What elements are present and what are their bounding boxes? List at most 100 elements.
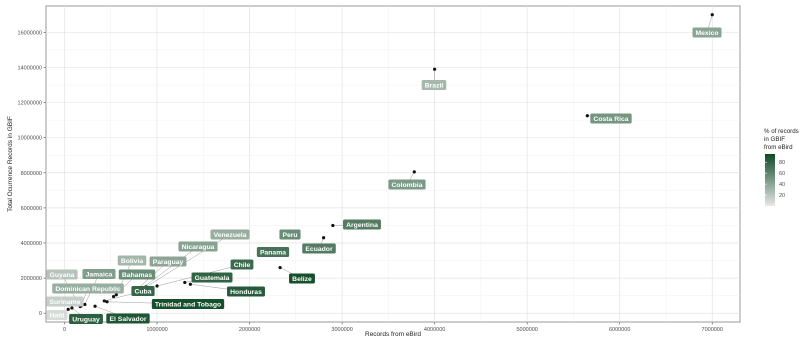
- x-tick-label: 5000000: [516, 327, 537, 333]
- label-text-nicaragua: Nicaragua: [182, 244, 215, 251]
- x-tick-label: 6000000: [609, 327, 630, 333]
- point-bolivia: [114, 293, 118, 297]
- point-uruguay: [70, 306, 74, 310]
- label-text-ecuador: Ecuador: [305, 246, 333, 253]
- label-box-chile: [230, 259, 254, 270]
- legend-colorbar: [765, 154, 775, 206]
- legend-tick-label: 80: [779, 160, 785, 166]
- point-chile: [155, 284, 159, 288]
- label-box-haiti: [46, 310, 68, 320]
- legend-tick-label: 40: [779, 182, 785, 188]
- label-paraguay: Paraguay: [149, 256, 187, 267]
- label-honduras: Honduras: [227, 286, 265, 297]
- label-text-costa-rica: Costa Rica: [593, 116, 628, 123]
- label-text-chile: Chile: [234, 262, 251, 269]
- point-honduras: [188, 282, 192, 286]
- label-bahamas: Bahamas: [118, 269, 156, 280]
- point-mexico: [710, 13, 714, 17]
- label-box-belize: [289, 273, 315, 284]
- leader-line-nicaragua: [140, 246, 199, 290]
- label-jamaica: Jamaica: [82, 269, 116, 279]
- label-haiti: Haiti: [46, 310, 68, 320]
- label-box-bahamas: [118, 269, 156, 280]
- x-tick-label: 1000000: [146, 327, 167, 333]
- label-text-brazil: Brazil: [425, 82, 444, 89]
- label-box-bolivia: [117, 255, 147, 266]
- label-text-colombia: Colombia: [392, 182, 423, 189]
- label-box-honduras: [227, 286, 265, 297]
- point-colombia: [412, 170, 416, 174]
- label-text-bolivia: Bolivia: [121, 258, 144, 265]
- y-tick-label: 0: [39, 311, 42, 317]
- x-tick-label: 7000000: [702, 327, 723, 333]
- label-text-guatemala: Guatemala: [195, 275, 230, 282]
- plot-panel: [45, 5, 741, 323]
- point-belize: [278, 265, 282, 270]
- label-guyana: Guyana: [46, 269, 78, 280]
- label-text-cuba: Cuba: [135, 288, 152, 295]
- label-text-honduras: Honduras: [230, 289, 262, 296]
- label-text-suriname: Suriname: [50, 299, 81, 306]
- label-text-belize: Belize: [292, 276, 312, 283]
- x-tick-label: 4000000: [424, 327, 445, 333]
- legend-title-line-2: in GBIF: [764, 136, 785, 143]
- label-text-jamaica: Jamaica: [86, 271, 113, 278]
- label-text-argentina: Argentina: [346, 222, 378, 229]
- label-box-dominican-republic: [52, 283, 124, 294]
- label-box-mexico: [692, 27, 722, 38]
- label-brazil: Brazil: [421, 80, 447, 90]
- x-tick-label: 3000000: [331, 327, 352, 333]
- label-box-guatemala: [191, 272, 233, 283]
- label-argentina: Argentina: [343, 219, 381, 230]
- label-box-cuba: [131, 286, 155, 296]
- label-guatemala: Guatemala: [191, 272, 233, 283]
- label-box-paraguay: [149, 256, 187, 267]
- y-tick-label: 8000000: [21, 171, 42, 177]
- label-box-argentina: [343, 219, 381, 230]
- y-tick-label: 4000000: [21, 241, 42, 247]
- y-tick-label: 12000000: [18, 101, 42, 107]
- legend-tick-labels: 20 40 60 80: [765, 160, 785, 199]
- label-text-dominican-republic: Dominican Republic: [55, 286, 121, 293]
- label-chile: Chile: [230, 259, 254, 270]
- label-ecuador: Ecuador: [302, 243, 336, 254]
- label-text-trinidad-and-tobago: Trinidad and Tobago: [155, 301, 221, 308]
- label-box-uruguay: [69, 314, 103, 324]
- label-trinidad-and-tobago: Trinidad and Tobago: [151, 299, 225, 309]
- y-tick-label: 6000000: [21, 206, 42, 212]
- y-tick-label: 10000000: [18, 136, 42, 142]
- point-labels: Mexico Brazil Costa Rica Colombia Argentina P…: [46, 27, 722, 324]
- point-cuba: [102, 299, 106, 303]
- label-box-nicaragua: [178, 241, 218, 252]
- label-text-bahamas: Bahamas: [122, 272, 152, 279]
- legend-title-line-1: % of records: [764, 128, 799, 135]
- legend-tick-label: 60: [779, 171, 785, 177]
- label-mexico: Mexico: [692, 27, 722, 38]
- label-el-salvador: El Salvador: [106, 313, 150, 324]
- label-text-uruguay: Uruguay: [72, 316, 100, 323]
- y-axis-title: Total Ocurrence Records in GBIF: [7, 116, 14, 212]
- point-argentina: [331, 223, 335, 228]
- label-text-haiti: Haiti: [50, 312, 65, 319]
- x-tick-label: 2000000: [239, 327, 260, 333]
- label-belize: Belize: [289, 273, 315, 284]
- legend-title-line-3: from eBird: [764, 144, 793, 151]
- label-text-peru: Peru: [282, 232, 297, 239]
- point-brazil: [433, 67, 437, 71]
- label-nicaragua: Nicaragua: [178, 241, 218, 252]
- label-box-peru: [279, 229, 301, 240]
- label-box-colombia: [388, 179, 426, 190]
- label-uruguay: Uruguay: [69, 314, 103, 324]
- label-text-paraguay: Paraguay: [153, 259, 184, 266]
- label-box-guyana: [46, 269, 78, 280]
- label-box-brazil: [421, 80, 447, 90]
- point-el-salvador: [93, 304, 97, 308]
- label-box-panama: [256, 247, 290, 257]
- label-text-panama: Panama: [260, 249, 286, 256]
- x-tick-label: 0: [63, 327, 66, 333]
- label-text-venezuela: Venezuela: [214, 232, 247, 239]
- label-box-ecuador: [302, 243, 336, 254]
- label-colombia: Colombia: [388, 179, 426, 190]
